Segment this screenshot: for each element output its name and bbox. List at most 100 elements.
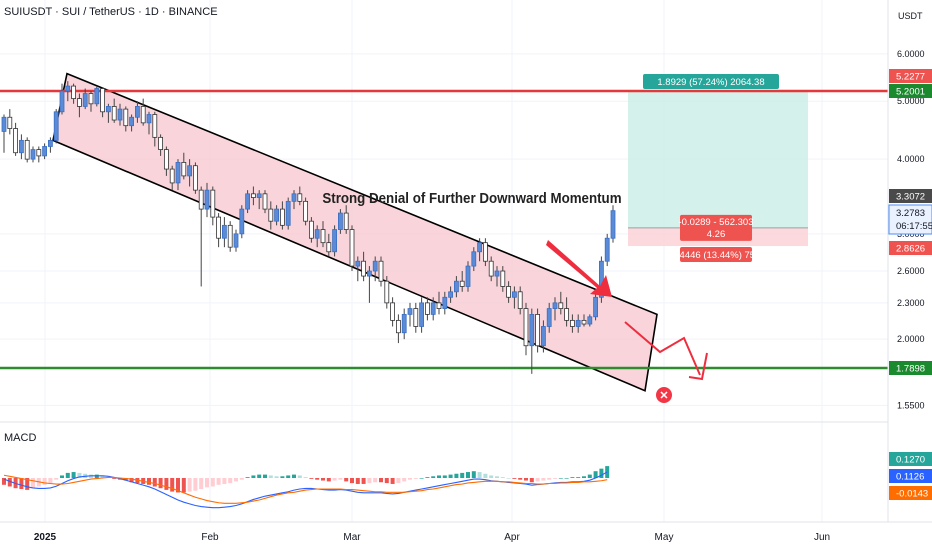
candle-body (361, 260, 367, 277)
candle-body (245, 193, 251, 210)
candle-body (337, 212, 343, 230)
candle-body (216, 216, 222, 239)
macd-histogram-bar (408, 478, 412, 480)
candle-body (500, 270, 506, 287)
target-zone (628, 91, 808, 228)
candle-body (459, 280, 465, 287)
candle-body (442, 296, 448, 309)
macd-histogram-bar (112, 478, 117, 479)
macd-histogram-bar (332, 478, 337, 481)
drawing-layer[interactable]: Strong Denial of Further Downward Moment… (322, 189, 708, 403)
price-badge-bg (889, 189, 932, 203)
candle-body (424, 302, 430, 315)
candle-body (227, 224, 233, 248)
candle-body (465, 265, 471, 287)
price-tick: 2.3000 (897, 298, 925, 308)
signal-line (3, 474, 608, 504)
candle-body (65, 85, 71, 92)
candle-body (343, 212, 349, 230)
candle-body (390, 302, 396, 321)
stop-label: 0.4446 (13.44%) 750 (672, 250, 761, 261)
price-badge: 2.8626 (896, 244, 925, 255)
macd-histogram-bar (338, 478, 343, 480)
macd-histogram-bar (495, 476, 499, 478)
candle-body (221, 224, 227, 239)
macd-histogram-bar (576, 477, 581, 478)
candle-body (453, 280, 459, 293)
candle-body (140, 106, 146, 124)
candle-body (494, 270, 500, 277)
candle-body (477, 242, 483, 253)
candle-body (593, 296, 598, 318)
candle-body (250, 193, 256, 198)
macd-histogram-bar (222, 478, 227, 484)
price-badge: 1.7898 (896, 364, 925, 375)
candle-body (395, 319, 401, 334)
macd-histogram-bar (570, 477, 575, 478)
last-price-box (888, 204, 932, 235)
time-tick: May (655, 532, 674, 543)
macd-histogram-bar (25, 478, 30, 490)
macd-histogram-bar (60, 475, 64, 478)
macd-histogram-bar (529, 478, 534, 483)
macd-histogram-bar (466, 472, 470, 478)
candle-body (256, 193, 262, 198)
candle-body (175, 162, 181, 184)
macd-histogram-bar (413, 478, 418, 479)
macd-histogram-bar (361, 478, 366, 484)
candle-body (94, 88, 100, 105)
candle-body (570, 319, 575, 327)
candle-body (291, 193, 297, 202)
candlestick-series (1, 81, 616, 374)
candle-body (332, 229, 338, 253)
candle-body (77, 98, 82, 107)
annotation-text: Strong Denial of Further Downward Moment… (322, 189, 621, 206)
horizontal-levels[interactable] (0, 89, 888, 370)
macd-histogram-bar (558, 478, 563, 479)
macd-histogram-bar (193, 478, 198, 491)
risk-reward-label: 4.26 (707, 229, 726, 240)
candle-body (192, 165, 198, 191)
candle-body (378, 260, 384, 282)
macd-histogram-bar (216, 478, 221, 485)
candle-body (13, 128, 19, 154)
price-badge: 3.3072 (896, 192, 925, 203)
candle-body (134, 106, 140, 118)
currency-label: USDT (898, 11, 923, 21)
candle-body (482, 242, 488, 262)
macd-histogram-bar (234, 478, 238, 482)
macd-indicator-label[interactable]: MACD (4, 432, 37, 444)
macd-histogram-bar (123, 478, 128, 481)
candle-body (111, 106, 117, 121)
macd-histogram-bar (431, 476, 436, 478)
price-axis[interactable]: USDT6.00005.00004.00003.00002.60002.3000… (887, 0, 932, 522)
price-badge-bg (889, 361, 932, 375)
macd-histogram-bar (210, 478, 215, 487)
macd-histogram-bar (129, 478, 134, 483)
candle-body (129, 116, 135, 127)
macd-histogram-bar (303, 477, 308, 478)
macd-histogram-bar (205, 478, 209, 488)
macd-histogram-bar (390, 478, 395, 484)
candle-body (279, 208, 285, 226)
candle-body (575, 319, 581, 327)
candle-body (558, 302, 564, 309)
candle-body (506, 286, 512, 298)
time-tick: 2025 (34, 532, 57, 543)
symbol-title[interactable]: SUIUSDT · SUI / TetherUS · 1D · BINANCE (4, 6, 218, 18)
candle-body (314, 229, 320, 239)
macd-histogram-bar (489, 475, 494, 478)
candle-body (7, 116, 13, 129)
macd-histogram-bar (152, 478, 157, 487)
macd-histogram-bar (176, 478, 180, 493)
macd-pane (2, 466, 610, 509)
macd-histogram-bar (31, 478, 35, 489)
red-pointer-arrow (546, 240, 612, 297)
time-axis[interactable]: 2025 Feb Mar Apr May Jun (0, 521, 932, 543)
price-badge: 5.2277 (896, 72, 925, 83)
macd-histogram-bar (506, 478, 511, 479)
long-position-tool[interactable]: 1.8929 (57.24%) 2064.38 -0.0289 - 562.303… (628, 74, 808, 263)
candle-body (349, 229, 355, 267)
candle-body (471, 251, 477, 267)
